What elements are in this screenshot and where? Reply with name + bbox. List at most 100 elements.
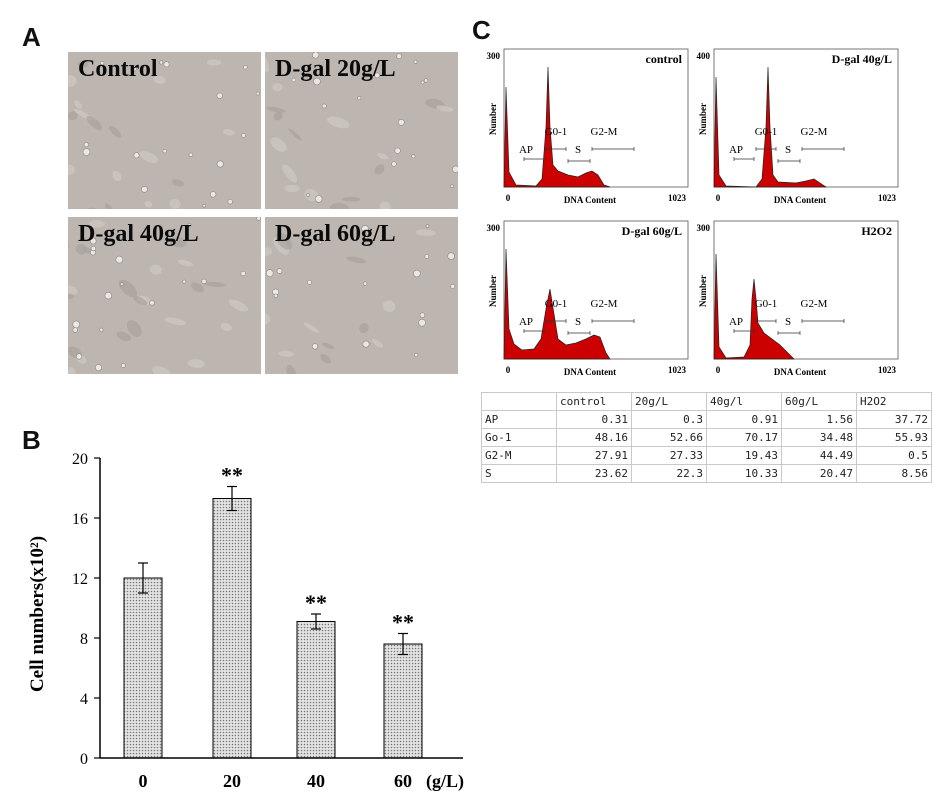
column-header: 40g/l bbox=[706, 392, 782, 411]
row-label: Go-1 bbox=[481, 428, 557, 447]
x-axis-label: DNA Content bbox=[774, 367, 826, 377]
table-cell: 0.31 bbox=[556, 410, 632, 429]
table-cell: 8.56 bbox=[856, 464, 932, 483]
y-axis-label: Number bbox=[698, 103, 708, 135]
significance-mark: ** bbox=[221, 463, 243, 488]
significance-mark: ** bbox=[392, 610, 414, 635]
table-cell: 1.56 bbox=[781, 410, 857, 429]
plot-frame bbox=[713, 48, 899, 188]
column-header: control bbox=[556, 392, 632, 411]
table-cell: 27.91 bbox=[556, 446, 632, 465]
y-tick-label: 16 bbox=[72, 511, 88, 528]
y-tick-label: 0 bbox=[80, 751, 88, 768]
gate-label-s: S bbox=[785, 316, 791, 328]
row-label: AP bbox=[481, 410, 557, 429]
gate-label-ap: AP bbox=[519, 144, 533, 156]
cell-texture bbox=[68, 217, 261, 374]
histogram-title: H2O2 bbox=[861, 224, 892, 238]
table-cell: 0.3 bbox=[631, 410, 707, 429]
y-max-label: 300 bbox=[487, 223, 501, 233]
table-cell: 70.17 bbox=[706, 428, 782, 447]
micrograph-label: D-gal 20g/L bbox=[275, 56, 396, 82]
cell-number-bar-chart: Cell numbers(x10²) 0 4 8 12 16 20 ** ** ** 0 20 4… bbox=[27, 451, 464, 792]
table-cell: 48.16 bbox=[556, 428, 632, 447]
panel-b-letter: B bbox=[22, 425, 41, 455]
x-min-label: 0 bbox=[506, 365, 511, 375]
y-axis-label: Number bbox=[488, 275, 498, 307]
gate-label-g2-m: G2-M bbox=[801, 126, 828, 138]
column-header: H2O2 bbox=[856, 392, 932, 411]
plot-frame bbox=[713, 220, 899, 360]
y-max-label: 300 bbox=[697, 223, 711, 233]
table-row: G2-M 27.91 27.33 19.43 44.49 0.5 bbox=[481, 446, 932, 465]
cell-texture bbox=[68, 52, 261, 209]
y-axis-label: Number bbox=[488, 103, 498, 135]
micrograph-dgal-40: D-gal 40g/L bbox=[68, 217, 261, 374]
micrograph-label: Control bbox=[78, 56, 158, 82]
histogram-h2o2: H2O2 300 Number AP G0-1 S G2-M 0 DNA Content 1023 bbox=[696, 219, 899, 381]
table-row: S 23.62 22.3 10.33 20.47 8.56 bbox=[481, 464, 932, 483]
table-cell: 23.62 bbox=[556, 464, 632, 483]
row-label: G2-M bbox=[481, 446, 557, 465]
y-axis-label: Cell numbers(x10²) bbox=[27, 536, 48, 692]
x-min-label: 0 bbox=[716, 365, 721, 375]
gate-label-s: S bbox=[575, 316, 581, 328]
x-min-label: 0 bbox=[716, 193, 721, 203]
micrograph-dgal-60: D-gal 60g/L bbox=[265, 217, 458, 374]
table-cell: 10.33 bbox=[706, 464, 782, 483]
gate-label-s: S bbox=[785, 144, 791, 156]
x-tick-label: 60 bbox=[394, 771, 412, 791]
gate-label-g0-1: G0-1 bbox=[755, 298, 778, 310]
histogram-dgal-60: D-gal 60g/L 300 Number AP G0-1 S G2-M 0 DNA Cont… bbox=[486, 219, 689, 381]
column-header: 60g/L bbox=[781, 392, 857, 411]
y-tick-label: 20 bbox=[72, 451, 88, 468]
bar-60 bbox=[383, 643, 423, 759]
table-cell: 27.33 bbox=[631, 446, 707, 465]
table-row: AP 0.31 0.3 0.91 1.56 37.72 bbox=[481, 410, 932, 429]
column-header: 20g/L bbox=[631, 392, 707, 411]
table-cell: 37.72 bbox=[856, 410, 932, 429]
panel-c-letter: C bbox=[472, 15, 491, 45]
x-axis-label: DNA Content bbox=[564, 367, 616, 377]
x-tick-label: 0 bbox=[139, 771, 148, 791]
table-cell: 0.5 bbox=[856, 446, 932, 465]
micrograph-label: D-gal 60g/L bbox=[275, 221, 396, 247]
gate-label-s: S bbox=[575, 144, 581, 156]
x-tick-label: 20 bbox=[223, 771, 241, 791]
dna-content-histogram bbox=[503, 248, 611, 360]
panel-a-letter: A bbox=[22, 22, 41, 52]
gate-label-g2-m: G2-M bbox=[591, 298, 618, 310]
histogram-title: D-gal 60g/L bbox=[622, 224, 682, 238]
bar-0 bbox=[123, 577, 163, 759]
y-tick-label: 4 bbox=[80, 691, 88, 708]
y-max-label: 300 bbox=[487, 51, 501, 61]
x-axis-label: DNA Content bbox=[564, 195, 616, 205]
dna-content-histogram bbox=[713, 66, 828, 188]
table-cell: 55.93 bbox=[856, 428, 932, 447]
table-cell: 34.48 bbox=[781, 428, 857, 447]
gate-label-g0-1: G0-1 bbox=[755, 126, 778, 138]
gate-label-g0-1: G0-1 bbox=[545, 126, 568, 138]
table-cell: 52.66 bbox=[631, 428, 707, 447]
x-axis-unit: (g/L) bbox=[426, 771, 464, 792]
dna-content-histogram bbox=[503, 66, 611, 188]
y-tick-label: 8 bbox=[80, 631, 88, 648]
table-row: Go-1 48.16 52.66 70.17 34.48 55.93 bbox=[481, 428, 932, 447]
x-max-label: 1023 bbox=[878, 193, 897, 203]
micrograph-dgal-20: D-gal 20g/L bbox=[265, 52, 458, 209]
table-cell: 20.47 bbox=[781, 464, 857, 483]
table-cell: 22.3 bbox=[631, 464, 707, 483]
table-cell: 19.43 bbox=[706, 446, 782, 465]
x-max-label: 1023 bbox=[878, 365, 897, 375]
histogram-title: D-gal 40g/L bbox=[832, 52, 892, 66]
gate-label-ap: AP bbox=[729, 316, 743, 328]
bar-20 bbox=[212, 498, 252, 759]
y-max-label: 400 bbox=[697, 51, 711, 61]
table-header-row: control 20g/L 40g/l 60g/L H2O2 bbox=[481, 392, 932, 411]
dna-content-histogram bbox=[713, 253, 795, 360]
column-header bbox=[481, 392, 557, 411]
y-axis-label: Number bbox=[698, 275, 708, 307]
gate-label-ap: AP bbox=[519, 316, 533, 328]
plot-frame bbox=[503, 48, 689, 188]
row-label: S bbox=[481, 464, 557, 483]
